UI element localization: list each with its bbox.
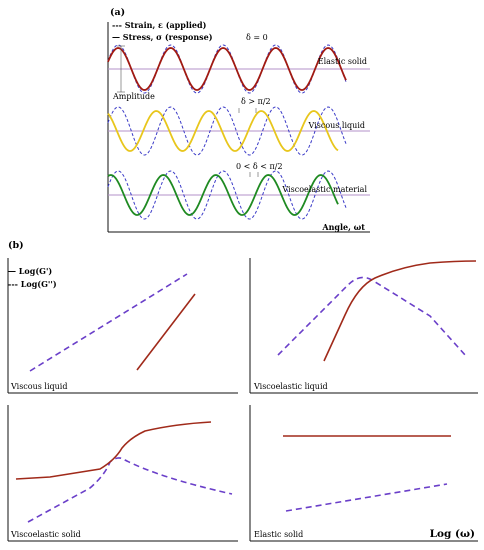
plot-viscous-liquid: Viscous liquid xyxy=(10,273,196,391)
panel-b-tag: (b) xyxy=(8,240,24,251)
g1-line-viscous-liquid xyxy=(136,293,196,371)
plot-viscoelastic-solid: Viscoelastic solid xyxy=(10,421,233,539)
plot-label-viscoelastic-liquid: Viscoelastic liquid xyxy=(253,382,328,391)
legend-g2: --- Log(G'') xyxy=(8,279,57,289)
panel-a: (a) --- Strain, ε (applied) — Stress, σ … xyxy=(107,7,370,233)
row-label-viscoelastic: Viscoelastic material xyxy=(281,185,367,194)
legend-stress: — Stress, σ (response) xyxy=(112,32,213,42)
plot-label-elastic-solid: Elastic solid xyxy=(254,530,303,539)
log-omega-axis-label: Log (ω) xyxy=(430,528,475,540)
row-viscoelastic-material: Viscoelastic material 0 < δ < π/2 xyxy=(107,162,370,220)
delta-label-elastic: δ = 0 xyxy=(246,33,268,42)
angle-axis-label: Angle, ωt xyxy=(321,222,365,232)
elastic-strain-wave xyxy=(107,44,347,94)
plot-viscoelastic-liquid: Viscoelastic liquid xyxy=(253,260,477,391)
elastic-stress-wave xyxy=(107,47,347,91)
plot-label-viscous-liquid: Viscous liquid xyxy=(10,382,67,391)
g1-line-viscoelastic-solid xyxy=(15,421,212,480)
g2-line-viscoelastic-solid xyxy=(27,457,233,523)
legend-g1: — Log(G') xyxy=(8,266,52,276)
amplitude-label: Amplitude xyxy=(112,92,155,101)
g2-line-viscoelastic-liquid xyxy=(277,276,467,357)
panel-b-axes xyxy=(7,258,478,542)
panel-b: (b) — Log(G') --- Log(G'') Viscous liqui… xyxy=(7,240,478,542)
viscous-stress-wave xyxy=(107,110,339,152)
delta-label-viscous: δ > π/2 xyxy=(241,97,271,106)
g2-line-viscous-liquid xyxy=(29,273,188,372)
viscous-strain-wave xyxy=(107,106,347,156)
legend-strain: --- Strain, ε (applied) xyxy=(112,20,207,30)
viscoelastic-stress-wave xyxy=(107,174,339,216)
row-label-elastic: Elastic solid xyxy=(318,57,367,66)
g2-line-elastic-solid xyxy=(285,483,448,512)
row-label-viscous: Viscous liquid xyxy=(308,121,365,130)
g1-line-viscoelastic-liquid xyxy=(323,260,477,362)
plot-elastic-solid: Elastic solid Log (ω) xyxy=(254,435,475,540)
row-viscous-liquid: Viscous liquid δ > π/2 xyxy=(107,97,370,156)
viscoelastic-strain-wave xyxy=(107,170,347,220)
panel-a-tag: (a) xyxy=(110,7,125,18)
plot-label-viscoelastic-solid: Viscoelastic solid xyxy=(10,530,81,539)
delta-label-viscoelastic: 0 < δ < π/2 xyxy=(236,162,283,171)
row-elastic-solid: Elastic solid δ = 0 Amplitude xyxy=(107,33,370,101)
